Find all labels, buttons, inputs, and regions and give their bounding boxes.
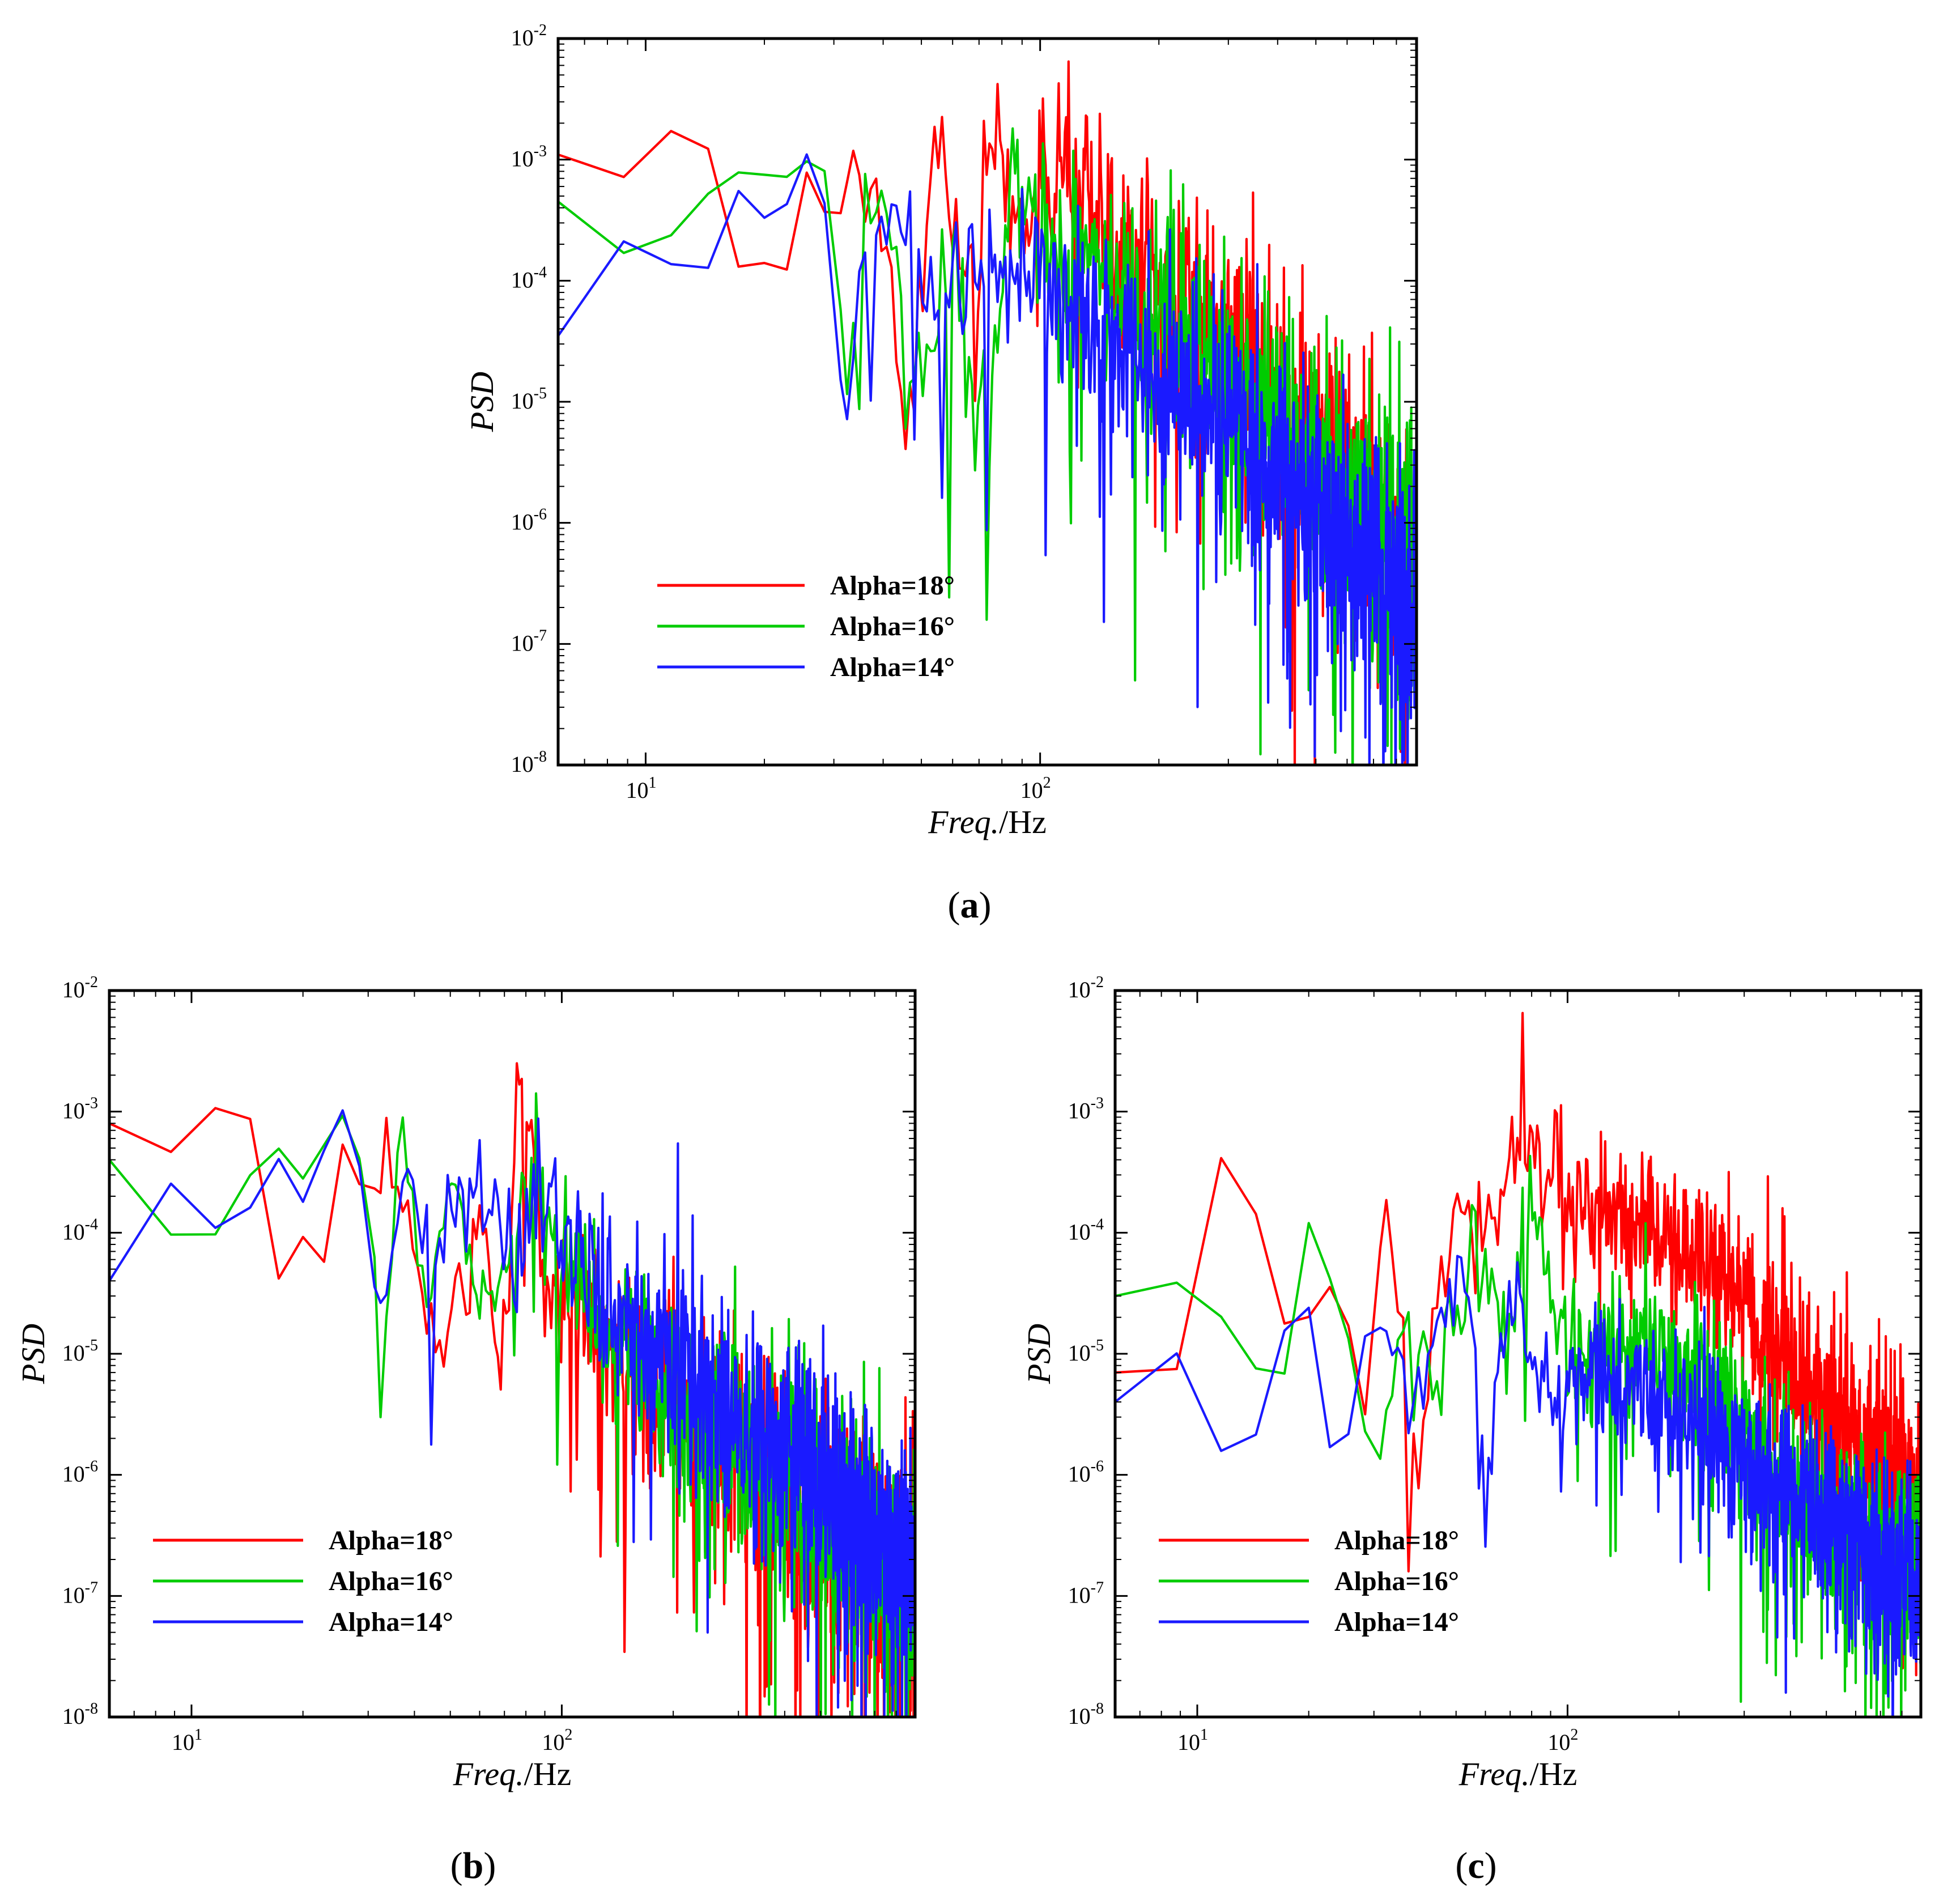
series-line-14: [109, 1109, 915, 1717]
x-tick-label: 101: [1177, 1726, 1208, 1755]
chart-panel-c: 10-8 10-7 10-6 10-5 10-4 10-3 10-2 101 102 Freq./…: [969, 952, 1939, 1904]
x-tick-label: 101: [626, 774, 656, 803]
plot-area: [1115, 1012, 1921, 1717]
x-axis-title: Freq./Hz: [1458, 1756, 1577, 1792]
y-tick-label: 10-7: [62, 1579, 98, 1608]
legend-label: Alpha=18°: [1334, 1525, 1459, 1556]
y-tick-label: 10-5: [62, 1337, 98, 1366]
caption-a: (a): [947, 885, 992, 926]
chart-c: 10-8 10-7 10-6 10-5 10-4 10-3 10-2 101 102Freq./…: [1020, 974, 1923, 1792]
y-tick-label: 10-6: [1068, 1458, 1104, 1487]
plot-area: [109, 1062, 915, 1717]
y-tick-label: 10-2: [1068, 974, 1104, 1002]
legend-label: Alpha=18°: [830, 571, 955, 601]
chart-b: 10-8 10-7 10-6 10-5 10-4 10-3 10-2 101 102Freq./…: [15, 974, 917, 1792]
legend-label: Alpha=16°: [1334, 1566, 1459, 1596]
legend-label: Alpha=18°: [329, 1525, 453, 1556]
series-line-14: [558, 153, 1417, 765]
legend-label: Alpha=14°: [830, 652, 955, 682]
y-tick-label: 10-2: [62, 974, 98, 1002]
y-tick-label: 10-8: [62, 1700, 98, 1729]
y-tick-label: 10-4: [62, 1216, 98, 1244]
x-tick-label: 102: [1020, 774, 1051, 803]
x-tick-label: 101: [172, 1726, 202, 1755]
legend-label: Alpha=14°: [1334, 1607, 1459, 1637]
y-tick-label: 10-6: [62, 1458, 98, 1487]
y-axis-title: PSD: [464, 372, 500, 432]
chart-panel-b: 10-8 10-7 10-6 10-5 10-4 10-3 10-2 101 102 Freq./…: [0, 952, 969, 1904]
x-tick-label: 102: [1547, 1726, 1578, 1755]
y-tick-label: 10-4: [511, 264, 547, 292]
y-tick-label: 10-8: [511, 748, 547, 777]
y-axis-title: PSD: [15, 1324, 52, 1384]
x-tick-label: 102: [542, 1726, 572, 1755]
y-tick-label: 10-3: [511, 143, 547, 172]
legend-label: Alpha=16°: [830, 611, 955, 641]
y-tick-label: 10-5: [1068, 1337, 1104, 1366]
legend-label: Alpha=16°: [329, 1566, 453, 1596]
y-tick-label: 10-6: [511, 506, 547, 535]
y-tick-label: 10-2: [511, 22, 547, 50]
caption-c: (c): [1455, 1845, 1497, 1886]
y-tick-label: 10-4: [1068, 1216, 1104, 1244]
y-tick-label: 10-7: [1068, 1579, 1104, 1608]
y-axis-title: PSD: [1020, 1324, 1057, 1384]
y-tick-label: 10-7: [511, 627, 547, 656]
caption-b: (b): [450, 1845, 496, 1886]
chart-panel-a: 10-8 10-7 10-6 10-5 10-4 10-3 10-2 101 102 Freq./…: [464, 22, 1418, 840]
series-line-14: [1115, 1255, 1921, 1717]
chart-a: 10-8 10-7 10-6 10-5 10-4 10-3 10-2 101 102Freq./…: [464, 22, 1418, 840]
y-tick-label: 10-5: [511, 385, 547, 414]
x-axis-title: Freq./Hz: [453, 1756, 572, 1792]
y-tick-label: 10-3: [1068, 1095, 1104, 1124]
x-axis-title: Freq./Hz: [928, 804, 1047, 840]
y-tick-label: 10-8: [1068, 1700, 1104, 1729]
legend-label: Alpha=14°: [329, 1607, 453, 1637]
plot-area: [558, 60, 1417, 765]
y-tick-label: 10-3: [62, 1095, 98, 1124]
